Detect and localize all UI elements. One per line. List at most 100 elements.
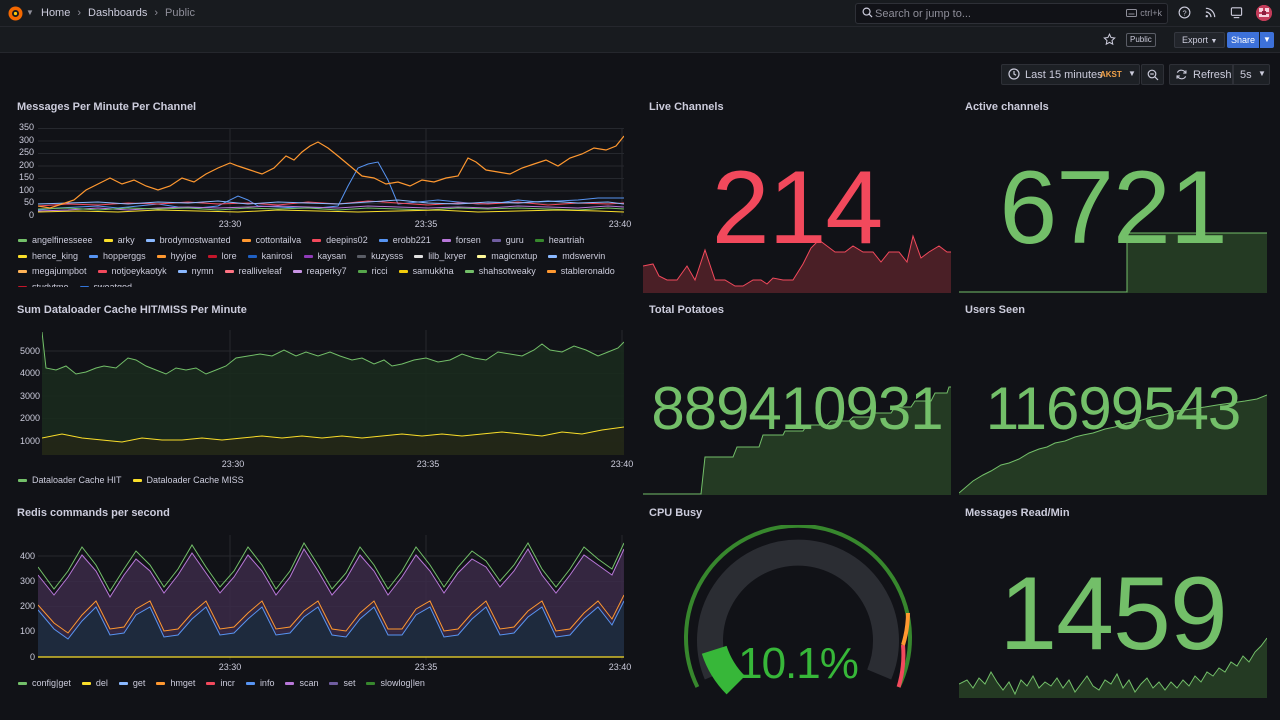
y-tick: 50 [23, 197, 34, 207]
x-tick: 23:40 [608, 219, 632, 229]
legend-item[interactable]: config|get [18, 676, 71, 692]
legend-item[interactable]: ricci [357, 264, 388, 280]
legend-item[interactable]: scan [285, 676, 318, 692]
messages-chart[interactable] [38, 128, 624, 216]
live-channels-sparkline [643, 234, 951, 293]
y-tick: 250 [18, 147, 34, 157]
search-placeholder: Search or jump to... [875, 8, 971, 20]
series-line [38, 209, 624, 213]
y-tick: 400 [19, 551, 35, 561]
export-button[interactable]: Export ▼ [1174, 32, 1226, 48]
help-icon[interactable]: ? [1178, 6, 1192, 20]
chevron-down-icon[interactable]: ▼ [26, 8, 34, 17]
chevron-down-icon: ▼ [1258, 69, 1266, 78]
timezone-badge: AKST [1100, 70, 1122, 79]
legend-item[interactable]: set [329, 676, 355, 692]
x-tick: 23:30 [218, 219, 242, 229]
series-line [38, 207, 624, 211]
legend-item[interactable]: hmget [156, 676, 195, 692]
x-tick: 23:35 [414, 662, 438, 672]
legend-item[interactable]: lore [207, 249, 237, 265]
cpu-busy-gauge [684, 525, 912, 695]
share-button[interactable]: Share [1227, 32, 1259, 48]
legend-item[interactable]: hyyjoe [156, 249, 197, 265]
legend-item[interactable]: kanirosi [247, 249, 293, 265]
legend-item[interactable]: forsen [441, 233, 481, 249]
legend-item[interactable]: Dataloader Cache MISS [132, 473, 244, 489]
legend-item[interactable]: info [245, 676, 274, 692]
y-tick: 200 [19, 601, 35, 611]
redis-commands-chart[interactable] [38, 535, 624, 660]
svg-text:?: ? [1182, 8, 1186, 17]
legend-item[interactable]: heartriah [534, 233, 584, 249]
legend-item[interactable]: brodymostwanted [145, 233, 231, 249]
legend-item[interactable]: guru [491, 233, 524, 249]
legend-item[interactable]: hopperggs [89, 249, 146, 265]
user-avatar[interactable] [1256, 5, 1272, 21]
refresh-button[interactable]: Refresh [1169, 64, 1233, 85]
legend-item[interactable]: erobb221 [378, 233, 431, 249]
top-bar: ▼ Home › Dashboards › Public Search or j… [0, 0, 1280, 27]
panel-title-cpu-busy: CPU Busy [649, 507, 703, 519]
y-tick: 3000 [19, 391, 40, 401]
legend-item[interactable]: megajumpbot [18, 264, 87, 280]
legend-item[interactable]: cottontailva [241, 233, 301, 249]
search-input[interactable]: Search or jump to... ctrl+k [855, 3, 1168, 24]
time-range-picker[interactable]: Last 15 minutes AKST ▼ [1001, 64, 1140, 85]
messages-legend: angelfinesseee arky brodymostwanted cottont… [18, 233, 628, 287]
legend-item[interactable]: nymn [177, 264, 214, 280]
legend-item[interactable]: angelfinesseee [18, 233, 93, 249]
news-feed-icon[interactable] [1204, 6, 1218, 20]
grafana-logo-icon[interactable] [7, 5, 24, 22]
panel-title-dataloader-cache: Sum Dataloader Cache HIT/MISS Per Minute [17, 304, 247, 316]
legend-item[interactable]: hence_king [18, 249, 78, 265]
y-tick: 300 [18, 134, 34, 145]
total-potatoes-value: 889410931 [651, 375, 943, 442]
legend-item[interactable]: sweatgod [79, 280, 132, 287]
breadcrumb-dashboards[interactable]: Dashboards [88, 7, 148, 19]
legend-item[interactable]: incr [206, 676, 235, 692]
users-seen-value: 11699543 [985, 375, 1242, 442]
breadcrumb-home[interactable]: Home [41, 7, 71, 19]
legend-item[interactable]: mdswervin [548, 249, 605, 265]
search-shortcut: ctrl+k [1126, 8, 1162, 18]
series-line [38, 199, 624, 205]
legend-item[interactable]: samukkha [398, 264, 454, 280]
legend-item[interactable]: kaysan [303, 249, 346, 265]
legend-item[interactable]: deepins02 [312, 233, 368, 249]
y-tick: 100 [19, 626, 35, 636]
dashboard-toolbar [0, 27, 1280, 53]
panel-title-messages: Messages Per Minute Per Channel [17, 101, 197, 113]
chevron-down-icon: ▼ [1210, 38, 1218, 45]
zoom-out-button[interactable] [1141, 64, 1164, 85]
legend-item[interactable]: del [81, 676, 108, 692]
messages-read-sparkline [959, 637, 1267, 698]
y-tick: 0 [28, 209, 34, 220]
x-tick: 23:30 [218, 662, 242, 672]
star-icon[interactable] [1103, 33, 1116, 46]
legend-item[interactable]: lilb_lxryer [414, 249, 466, 265]
kiosk-mode-icon[interactable] [1230, 6, 1244, 20]
panel-title-total-potatoes: Total Potatoes [649, 304, 724, 316]
legend-item[interactable]: magicnxtup [477, 249, 537, 265]
legend-item[interactable]: arky [103, 233, 135, 249]
chevron-right-icon: › [154, 7, 159, 19]
panel-title-active-channels: Active channels [965, 101, 1049, 113]
series-line [38, 205, 624, 212]
share-dropdown-chevron-icon[interactable]: ▼ [1260, 32, 1274, 48]
dataloader-cache-chart[interactable] [42, 330, 624, 455]
legend-item[interactable]: stableronaldo [546, 264, 615, 280]
legend-item[interactable]: realliveleaf [224, 264, 282, 280]
legend-item[interactable]: slowlog|len [366, 676, 425, 692]
redis-legend: config|get del get hmget incr info scan set slow… [18, 676, 628, 692]
refresh-interval-picker[interactable]: 5s ▼ [1233, 64, 1270, 85]
legend-item[interactable]: get [118, 676, 145, 692]
legend-item[interactable]: Dataloader Cache HIT [18, 473, 122, 489]
legend-item[interactable]: kuzysss [357, 249, 403, 265]
legend-item[interactable]: studytme [18, 280, 69, 287]
legend-item[interactable]: reaperky7 [292, 264, 347, 280]
legend-item[interactable]: shahsotweaky [464, 264, 536, 280]
keyboard-icon [1126, 9, 1138, 17]
legend-item[interactable]: notjoeykaotyk [97, 264, 167, 280]
y-tick: 4000 [19, 368, 40, 378]
